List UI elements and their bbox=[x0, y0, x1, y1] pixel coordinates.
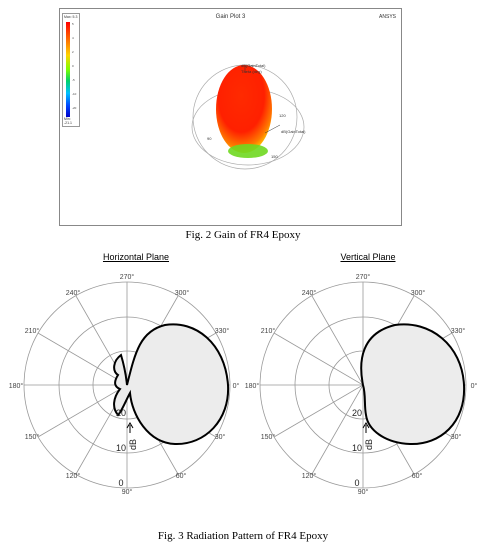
angle-label: 90° bbox=[122, 488, 133, 496]
vertical-plane-title: Vertical Plane bbox=[340, 252, 396, 262]
radiation-pattern-figure: 270° 300° 330° 0° 30° 60° 90° 120° 150° … bbox=[9, 273, 478, 496]
angle-label: 120° bbox=[302, 472, 317, 480]
gain-lobe bbox=[216, 65, 272, 153]
legend-colorbar bbox=[66, 22, 70, 117]
vertical-plane-plot: 270° 300° 330° 0° 30° 60° 90° 120° 150° … bbox=[245, 273, 478, 496]
ansys-logo: ANSYS bbox=[379, 14, 396, 20]
label-gain-total: dB(GainTotal) bbox=[241, 63, 266, 68]
unit-label: dB bbox=[128, 439, 138, 450]
angle-label: 180° bbox=[9, 382, 24, 390]
gain-plot-figure: Gain Plot 3 ANSYS Max: 5.3 5 4 2 0 -5 -1… bbox=[59, 8, 402, 226]
ring-label: 10 bbox=[352, 443, 362, 453]
radiation-pattern-curve bbox=[113, 323, 230, 446]
color-legend: Max: 5.3 5 4 2 0 -5 -10 -20 Min: -21.1 bbox=[62, 13, 80, 127]
legend-tick: 5 bbox=[72, 22, 74, 26]
angle-label: 180° bbox=[245, 382, 260, 390]
fig3-caption: Fig. 3 Radiation Pattern of FR4 Epoxy bbox=[157, 530, 329, 542]
label-150: 150 bbox=[271, 154, 278, 159]
up-arrow-icon bbox=[362, 422, 370, 433]
angle-label: 120° bbox=[66, 472, 81, 480]
legend-tick: 0 bbox=[72, 64, 74, 68]
angle-label: 300° bbox=[175, 289, 190, 297]
ring-label: 20 bbox=[352, 408, 362, 418]
angle-label: 60° bbox=[412, 472, 423, 480]
legend-tick: 2 bbox=[72, 50, 74, 54]
unit-label: dB bbox=[364, 439, 374, 450]
legend-tick: 4 bbox=[72, 36, 74, 40]
angle-label: 330° bbox=[451, 327, 466, 335]
angle-label: 210° bbox=[261, 327, 276, 335]
angle-label: 300° bbox=[411, 289, 426, 297]
angle-label: 0° bbox=[233, 382, 240, 390]
angle-label: 0° bbox=[471, 382, 478, 390]
label-120: 120 bbox=[279, 113, 286, 118]
horizontal-plane-title: Horizontal Plane bbox=[102, 252, 170, 262]
angle-label: 240° bbox=[66, 289, 81, 297]
ring-label: 0 bbox=[354, 478, 359, 488]
legend-ticks: 5 4 2 0 -5 -10 -20 bbox=[72, 22, 78, 117]
angle-label: 90° bbox=[358, 488, 369, 496]
legend-min: Min: -21.1 bbox=[64, 117, 72, 125]
radiation-pattern-curve bbox=[360, 323, 466, 446]
x-axis bbox=[264, 124, 281, 134]
angle-label: 60° bbox=[176, 472, 187, 480]
legend-max: Max: 5.3 bbox=[64, 15, 78, 19]
angle-label: 330° bbox=[215, 327, 230, 335]
ring-label: 0 bbox=[118, 478, 123, 488]
gain-plot-title: Gain Plot 3 bbox=[215, 14, 246, 20]
horizontal-plane-plot: 270° 300° 330° 0° 30° 60° 90° 120° 150° … bbox=[9, 273, 240, 496]
angle-label: 270° bbox=[120, 273, 135, 281]
legend-tick: -10 bbox=[72, 92, 77, 96]
ring-label: 10 bbox=[116, 443, 126, 453]
label-theta: Theta (deg) bbox=[241, 69, 262, 74]
gain-3d-plot: dB(GainTotal) Theta (deg) dB(GainTotal) … bbox=[191, 63, 306, 170]
ring-label: 20 bbox=[116, 408, 126, 418]
legend-tick: -20 bbox=[72, 106, 77, 110]
gain-lobe-base bbox=[228, 144, 268, 158]
angle-label: 150° bbox=[261, 433, 276, 441]
fig2-caption: Fig. 2 Gain of FR4 Epoxy bbox=[185, 229, 301, 241]
angle-label: 30° bbox=[215, 433, 226, 441]
angle-label: 270° bbox=[356, 273, 371, 281]
angle-label: 30° bbox=[451, 433, 462, 441]
angle-label: 240° bbox=[302, 289, 317, 297]
legend-tick: -5 bbox=[72, 78, 75, 82]
up-arrow-icon bbox=[126, 422, 134, 433]
angle-label: 150° bbox=[25, 433, 40, 441]
label-90: 90 bbox=[207, 136, 212, 141]
angle-label: 210° bbox=[25, 327, 40, 335]
label-gain-total-right: dB(GainTotal) bbox=[281, 129, 306, 134]
